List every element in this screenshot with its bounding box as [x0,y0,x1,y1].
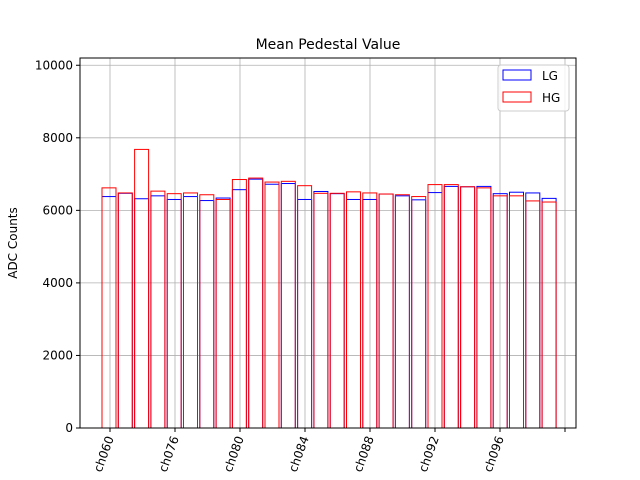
bar-lg [215,197,231,429]
bar-hg [248,177,264,429]
bar-hg [509,195,524,429]
legend-swatch-hg [502,91,532,103]
bar-hg [329,192,345,429]
bar-lg [443,185,459,429]
x-tick-label: ch096 [481,434,507,474]
bar-hg [101,187,117,429]
bar-lg [378,193,394,429]
bar-lg [525,192,541,429]
y-tick-label: 4000 [42,276,73,290]
bar-lg [411,199,427,429]
bar-hg [541,201,557,429]
bar-lg [231,189,247,429]
bar-lg [117,192,133,429]
bar-hg [378,193,394,429]
y-tick-label: 8000 [42,131,73,145]
bar-lg [460,186,476,429]
bar-lg [248,178,264,429]
bar-hg [231,179,247,429]
bar-hg [117,192,133,429]
bar-lg [313,190,329,429]
bar-lg [280,183,296,429]
x-tick-label: ch092 [416,434,442,474]
bar-hg [525,200,541,429]
bar-lg [346,198,361,429]
bar-hg [150,190,166,429]
bar-lg [199,200,215,429]
bar-hg [264,181,280,429]
bar-lg [476,185,492,429]
x-tick-label: ch076 [156,434,182,474]
y-tick-label: 0 [65,421,73,435]
bar-lg [101,196,117,429]
bar-hg [166,193,182,429]
chart-title: Mean Pedestal Value [256,37,401,53]
grid-layer [80,58,576,429]
bar-hg [460,186,476,429]
bar-lg [134,198,150,429]
x-tick-label: ch060 [91,434,117,474]
bar-hg [313,192,329,429]
legend: LG HG [497,64,570,112]
bar-lg [509,191,524,429]
bar-hg [280,180,296,429]
bar-hg [394,194,410,429]
plot-frame [79,57,577,429]
bar-hg [215,198,231,429]
bar-lg [541,197,557,429]
x-axis: ch060 ch076 ch080 ch084 ch088 ch092 ch096 [91,428,566,474]
bar-lg [329,193,345,429]
y-axis: 0 2000 4000 6000 8000 10000 [35,58,80,435]
legend-label-hg: HG [542,91,560,105]
y-tick-label: 2000 [42,348,73,362]
legend-swatch-lg [502,69,532,81]
bar-lg [183,196,198,429]
bar-hg [443,184,459,429]
bar-hg [199,194,215,429]
x-tick-label: ch080 [221,434,247,474]
bar-hg [411,196,427,429]
y-axis-label: ADC Counts [6,207,20,279]
bar-lg [150,195,166,429]
legend-label-lg: LG [542,69,558,83]
y-tick-label: 10000 [35,58,73,72]
bar-lg [264,183,280,429]
bar-hg [476,187,492,429]
bars-layer [101,148,557,429]
bar-lg [394,195,410,429]
bar-hg [346,191,361,429]
bar-hg [183,192,198,429]
x-tick-label: ch084 [286,434,312,474]
legend-box [497,64,570,112]
y-tick-label: 6000 [42,203,73,217]
bar-lg [166,198,182,429]
bar-hg [134,148,150,429]
x-tick-label: ch088 [351,434,377,474]
